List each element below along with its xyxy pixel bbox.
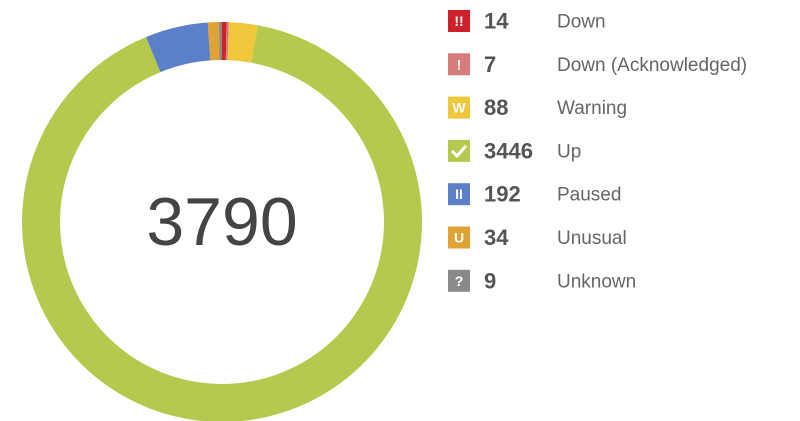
legend-icon [448,139,470,162]
legend-value: 3446 [484,138,533,163]
legend-value: 34 [484,225,509,250]
legend-icon-text: U [454,230,464,246]
donut-segment [225,22,229,61]
legend-value: 88 [484,95,508,120]
legend-icon [448,96,470,119]
legend-icon-text: ! [457,56,462,72]
donut-segment [146,22,211,73]
legend-icon-text: II [455,186,463,202]
legend-label: Unknown [557,271,636,292]
legend-icon [448,10,470,32]
total: 3790 [146,184,297,260]
donut-segment [227,22,258,63]
legend-label: Down (Acknowledged) [557,55,747,76]
legend-icon-text: !! [454,13,463,29]
legend-icon-text: W [452,100,466,116]
legend-label: Unusual [557,228,627,249]
donut-segment [207,22,220,61]
legend-icon [448,226,470,249]
donut-segment [222,22,227,61]
legend-label: Down [557,12,606,33]
legend-value: 7 [484,52,496,77]
legend-value: 14 [484,9,509,34]
legend-icon-text: ? [455,273,464,289]
legend-value: 9 [484,268,496,293]
legend-label: Up [557,141,581,162]
legend-icon [448,53,470,76]
legend-value: 192 [484,182,521,207]
legend-label: Warning [557,98,627,119]
legend-label: Paused [557,185,621,206]
donut-segment [219,22,222,61]
legend-icon [448,269,470,292]
check-icon [450,144,468,159]
legend-icon [448,183,470,206]
